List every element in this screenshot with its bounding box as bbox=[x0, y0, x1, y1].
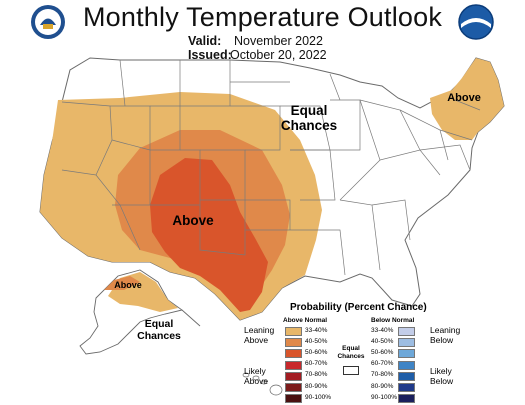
below-bin-swatch bbox=[398, 360, 415, 370]
above-bin-swatch bbox=[285, 383, 302, 392]
below-bin-swatch bbox=[398, 338, 415, 348]
above-bin-label: 90-100% bbox=[305, 393, 332, 401]
above-bin-label: 40-50% bbox=[305, 337, 328, 345]
state-borders bbox=[61, 59, 481, 276]
above-bin-label: 80-90% bbox=[305, 382, 328, 390]
shade-33-40-northeast bbox=[430, 58, 504, 140]
leaning-above-label: Leaning Above bbox=[244, 325, 275, 346]
below-bin-swatch bbox=[398, 327, 415, 336]
below-bin-swatch bbox=[398, 383, 415, 392]
below-bin-swatch bbox=[398, 349, 415, 359]
noaa-logo-icon bbox=[458, 4, 494, 40]
shading bbox=[40, 58, 504, 320]
page-title: Monthly Temperature Outlook bbox=[82, 2, 443, 32]
issued-row: Issued:October 20, 2022 bbox=[188, 48, 327, 62]
above-bin-swatch bbox=[285, 371, 302, 381]
valid-row: Valid: November 2022 bbox=[188, 34, 323, 48]
likely-below-label: Likely Below bbox=[430, 366, 454, 387]
below-bin-label: 80-90% bbox=[371, 382, 394, 390]
below-bin-swatch bbox=[398, 371, 415, 381]
below-bin-label: 60-70% bbox=[371, 360, 394, 368]
alaska-shade-40-50 bbox=[104, 276, 140, 290]
valid-value: November 2022 bbox=[234, 34, 323, 48]
above-bin-label: 70-80% bbox=[305, 371, 328, 379]
below-bin-label: 40-50% bbox=[371, 337, 394, 345]
issued-value: October 20, 2022 bbox=[230, 48, 327, 62]
above-northeast-label: Above bbox=[447, 92, 481, 104]
below-bin-label: 33-40% bbox=[371, 326, 394, 334]
leaning-below-label: Leaning Below bbox=[430, 325, 461, 346]
below-normal-header: Below Normal bbox=[371, 317, 415, 324]
below-bin-label: 70-80% bbox=[371, 371, 394, 379]
below-bin-label: 90-100% bbox=[371, 393, 398, 401]
commerce-seal-icon bbox=[31, 5, 65, 39]
above-bin-swatch bbox=[285, 349, 302, 359]
above-bin-label: 50-60% bbox=[305, 348, 328, 356]
above-southwest-label: Above bbox=[172, 213, 214, 228]
valid-label: Valid: bbox=[188, 34, 222, 48]
above-normal-header: Above Normal bbox=[283, 317, 328, 324]
equal-chances-legend-label: Equal Chances bbox=[337, 345, 365, 360]
legend-title: Probability (Percent Chance) bbox=[290, 302, 427, 313]
above-bin-swatch bbox=[285, 327, 302, 336]
alaska bbox=[79, 269, 201, 355]
below-bin-label: 50-60% bbox=[371, 348, 394, 356]
above-bin-label: 60-70% bbox=[305, 360, 328, 368]
equal-chances-conus-label: Equal Chances bbox=[280, 103, 338, 133]
above-bin-swatch bbox=[285, 338, 302, 348]
issued-label: Issued: bbox=[188, 48, 232, 62]
above-alaska-label: Above bbox=[114, 280, 142, 290]
hawaii bbox=[242, 372, 283, 396]
above-bin-swatch bbox=[285, 394, 302, 404]
above-bin-label: 33-40% bbox=[305, 326, 328, 334]
shade-50-60 bbox=[150, 158, 268, 312]
likely-above-label: Likely Above bbox=[244, 366, 269, 387]
below-bin-swatch bbox=[398, 394, 415, 404]
equal-chances-alaska-label: Equal Chances bbox=[137, 318, 181, 342]
equal-chances-swatch bbox=[343, 366, 359, 375]
above-bin-swatch bbox=[285, 360, 302, 370]
